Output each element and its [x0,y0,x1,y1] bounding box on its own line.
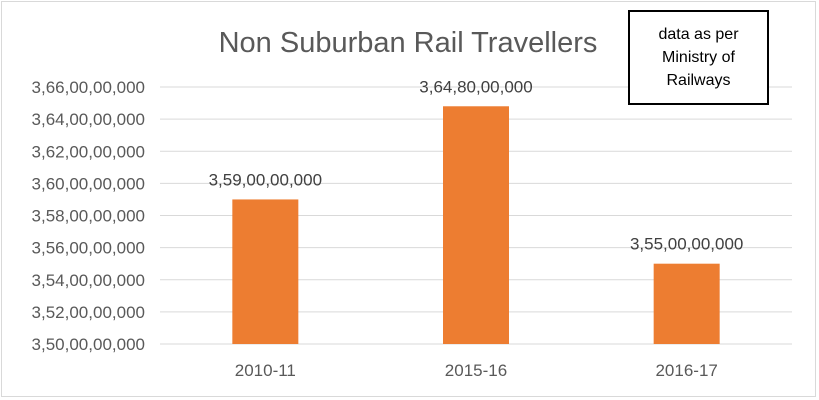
chart-title: Non Suburban Rail Travellers [219,27,598,59]
y-tick-label: 3,66,00,00,000 [32,78,145,97]
data-label-2016-17: 3,55,00,00,000 [630,235,743,254]
x-tick-label: 2015-16 [445,361,507,380]
x-axis: 2010-11 2015-16 2016-17 [235,361,718,380]
y-tick-label: 3,62,00,00,000 [32,142,145,161]
source-note-line-2: Ministry of [662,49,735,66]
y-axis: 3,50,00,00,000 3,52,00,00,000 3,54,00,00,0… [32,78,145,354]
y-tick-label: 3,50,00,00,000 [32,335,145,354]
y-tick-label: 3,60,00,00,000 [32,174,145,193]
data-label-2015-16: 3,64,80,00,000 [419,77,532,96]
bar-2010-11 [232,199,299,344]
x-tick-label: 2010-11 [235,361,296,380]
bar-2015-16 [443,106,509,345]
y-tick-label: 3,54,00,00,000 [32,271,145,290]
source-note-line-3: Railways [666,72,731,89]
source-note-box: data as per Ministry of Railways [628,10,769,105]
y-tick-label: 3,52,00,00,000 [32,303,145,322]
source-note-line-1: data as per [658,26,739,43]
bar-2016-17 [653,263,720,344]
data-label-2010-11: 3,59,00,00,000 [209,170,322,189]
y-tick-label: 3,56,00,00,000 [32,239,145,258]
y-tick-label: 3,64,00,00,000 [32,110,145,129]
y-tick-label: 3,58,00,00,000 [32,207,145,226]
x-tick-label: 2016-17 [655,361,717,380]
bars [232,106,720,345]
data-labels: 3,59,00,00,000 3,64,80,00,000 3,55,00,00,0… [209,77,744,253]
